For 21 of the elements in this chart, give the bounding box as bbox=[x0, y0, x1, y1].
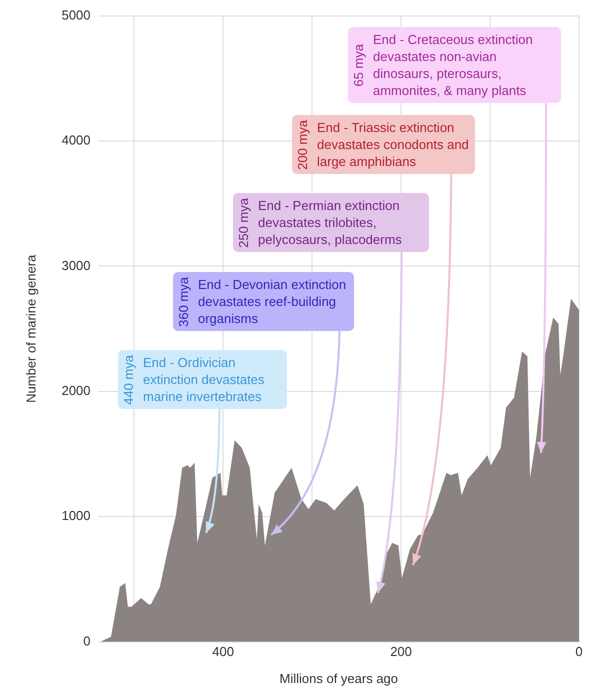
y-tick-label: 1000 bbox=[62, 508, 91, 524]
annotation: End - Cretaceous extinction devastates non-avian dinosaurs, pterosaurs, ammonites, & many plants bbox=[373, 31, 534, 99]
annotation: 440 mya bbox=[120, 354, 137, 404]
annotation: 200 mya bbox=[294, 120, 311, 170]
x-axis-title: Millions of years ago bbox=[280, 670, 398, 686]
annotation: 65 mya bbox=[350, 44, 367, 86]
annotation: End - Triassic extinction devastates conodonts and large amphibians bbox=[317, 119, 469, 170]
x-tick-label: 400 bbox=[212, 644, 234, 660]
y-tick-label: 2000 bbox=[62, 382, 91, 398]
y-tick-label: 5000 bbox=[62, 7, 91, 22]
y-tick-label: 0 bbox=[83, 633, 91, 648]
x-tick-label: 200 bbox=[390, 644, 412, 660]
annotation: End - Ordivician extinction devastates marine invertebrates bbox=[143, 354, 266, 405]
y-tick-label: 4000 bbox=[62, 132, 91, 148]
annotation: End - Devonian extinction devastates reef-building organisms bbox=[198, 276, 348, 327]
annotation: End - Permian extinction devastates trilobites, pelycosaurs, placoderms bbox=[258, 197, 403, 248]
x-tick-label: 0 bbox=[575, 644, 583, 660]
annotation: 250 mya bbox=[235, 198, 252, 248]
y-axis-title: Number of marine genera bbox=[23, 254, 38, 403]
annotation: 360 mya bbox=[175, 276, 192, 326]
y-tick-label: 3000 bbox=[62, 258, 91, 273]
